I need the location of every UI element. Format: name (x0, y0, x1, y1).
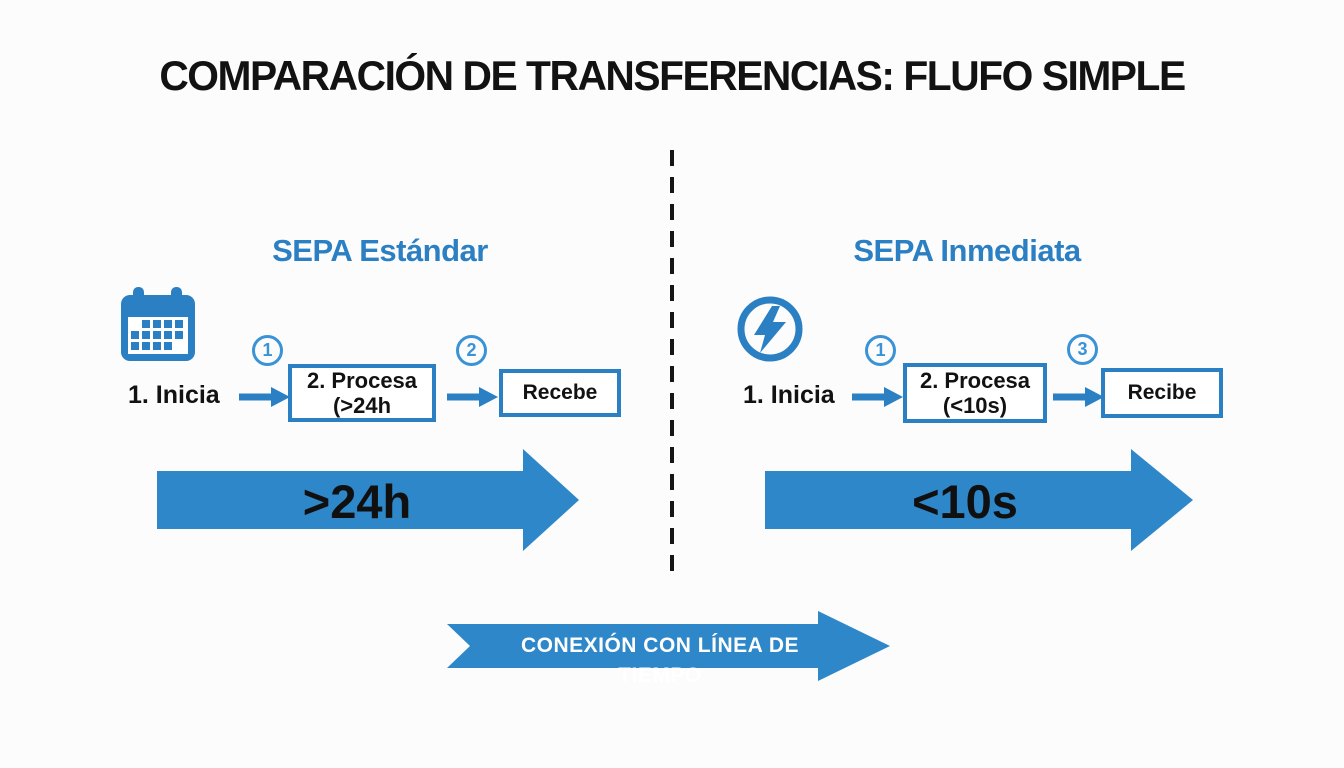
right-process-line1: 2. Procesa (919, 367, 1031, 393)
right-step-badge-1: 1 (865, 335, 896, 366)
lightning-icon (735, 294, 805, 369)
timeline-banner-label: CONEXIÓN CON LÍNEA DE TIEMPO (520, 634, 800, 687)
right-duration-label: <10s (912, 475, 1018, 528)
left-process-line1: 2. Procesa (306, 367, 418, 393)
right-start-label: 1. Inicia (743, 381, 835, 409)
left-duration-label: >24h (302, 475, 412, 528)
right-process-box: 2. Procesa (<10s) (903, 363, 1047, 423)
timeline-banner-shape (447, 608, 892, 689)
calendar-icon (119, 285, 197, 370)
right-arrow-icon (1051, 386, 1105, 408)
left-step-badge-1: 1 (252, 335, 283, 366)
left-step-badge-2: 2 (456, 335, 487, 366)
right-duration-arrow-shape (765, 449, 1193, 556)
right-step-badge-3: 3 (1067, 334, 1098, 365)
left-process-line2: (>24h (332, 393, 392, 418)
right-receive-label: Recibe (1127, 380, 1197, 404)
right-process-line2: (<10s) (942, 393, 1008, 418)
right-receive-box: Recibe (1101, 368, 1223, 418)
right-arrow-icon (850, 386, 904, 408)
left-panel-heading: SEPA Estándar (272, 233, 488, 268)
left-receive-label: Recebe (522, 380, 598, 404)
vertical-dashed-divider (670, 150, 674, 582)
right-arrow-icon (445, 386, 499, 408)
page-title: COMPARACIÓN DE TRANSFERENCIAS: FLUFO SIM… (159, 52, 1186, 99)
left-receive-box: Recebe (499, 369, 621, 417)
right-arrow-icon (237, 386, 291, 408)
right-panel-heading: SEPA Inmediata (853, 233, 1081, 268)
left-start-label: 1. Inicia (128, 381, 220, 409)
left-duration-arrow-shape (157, 449, 579, 556)
left-process-box: 2. Procesa (>24h (288, 364, 436, 422)
